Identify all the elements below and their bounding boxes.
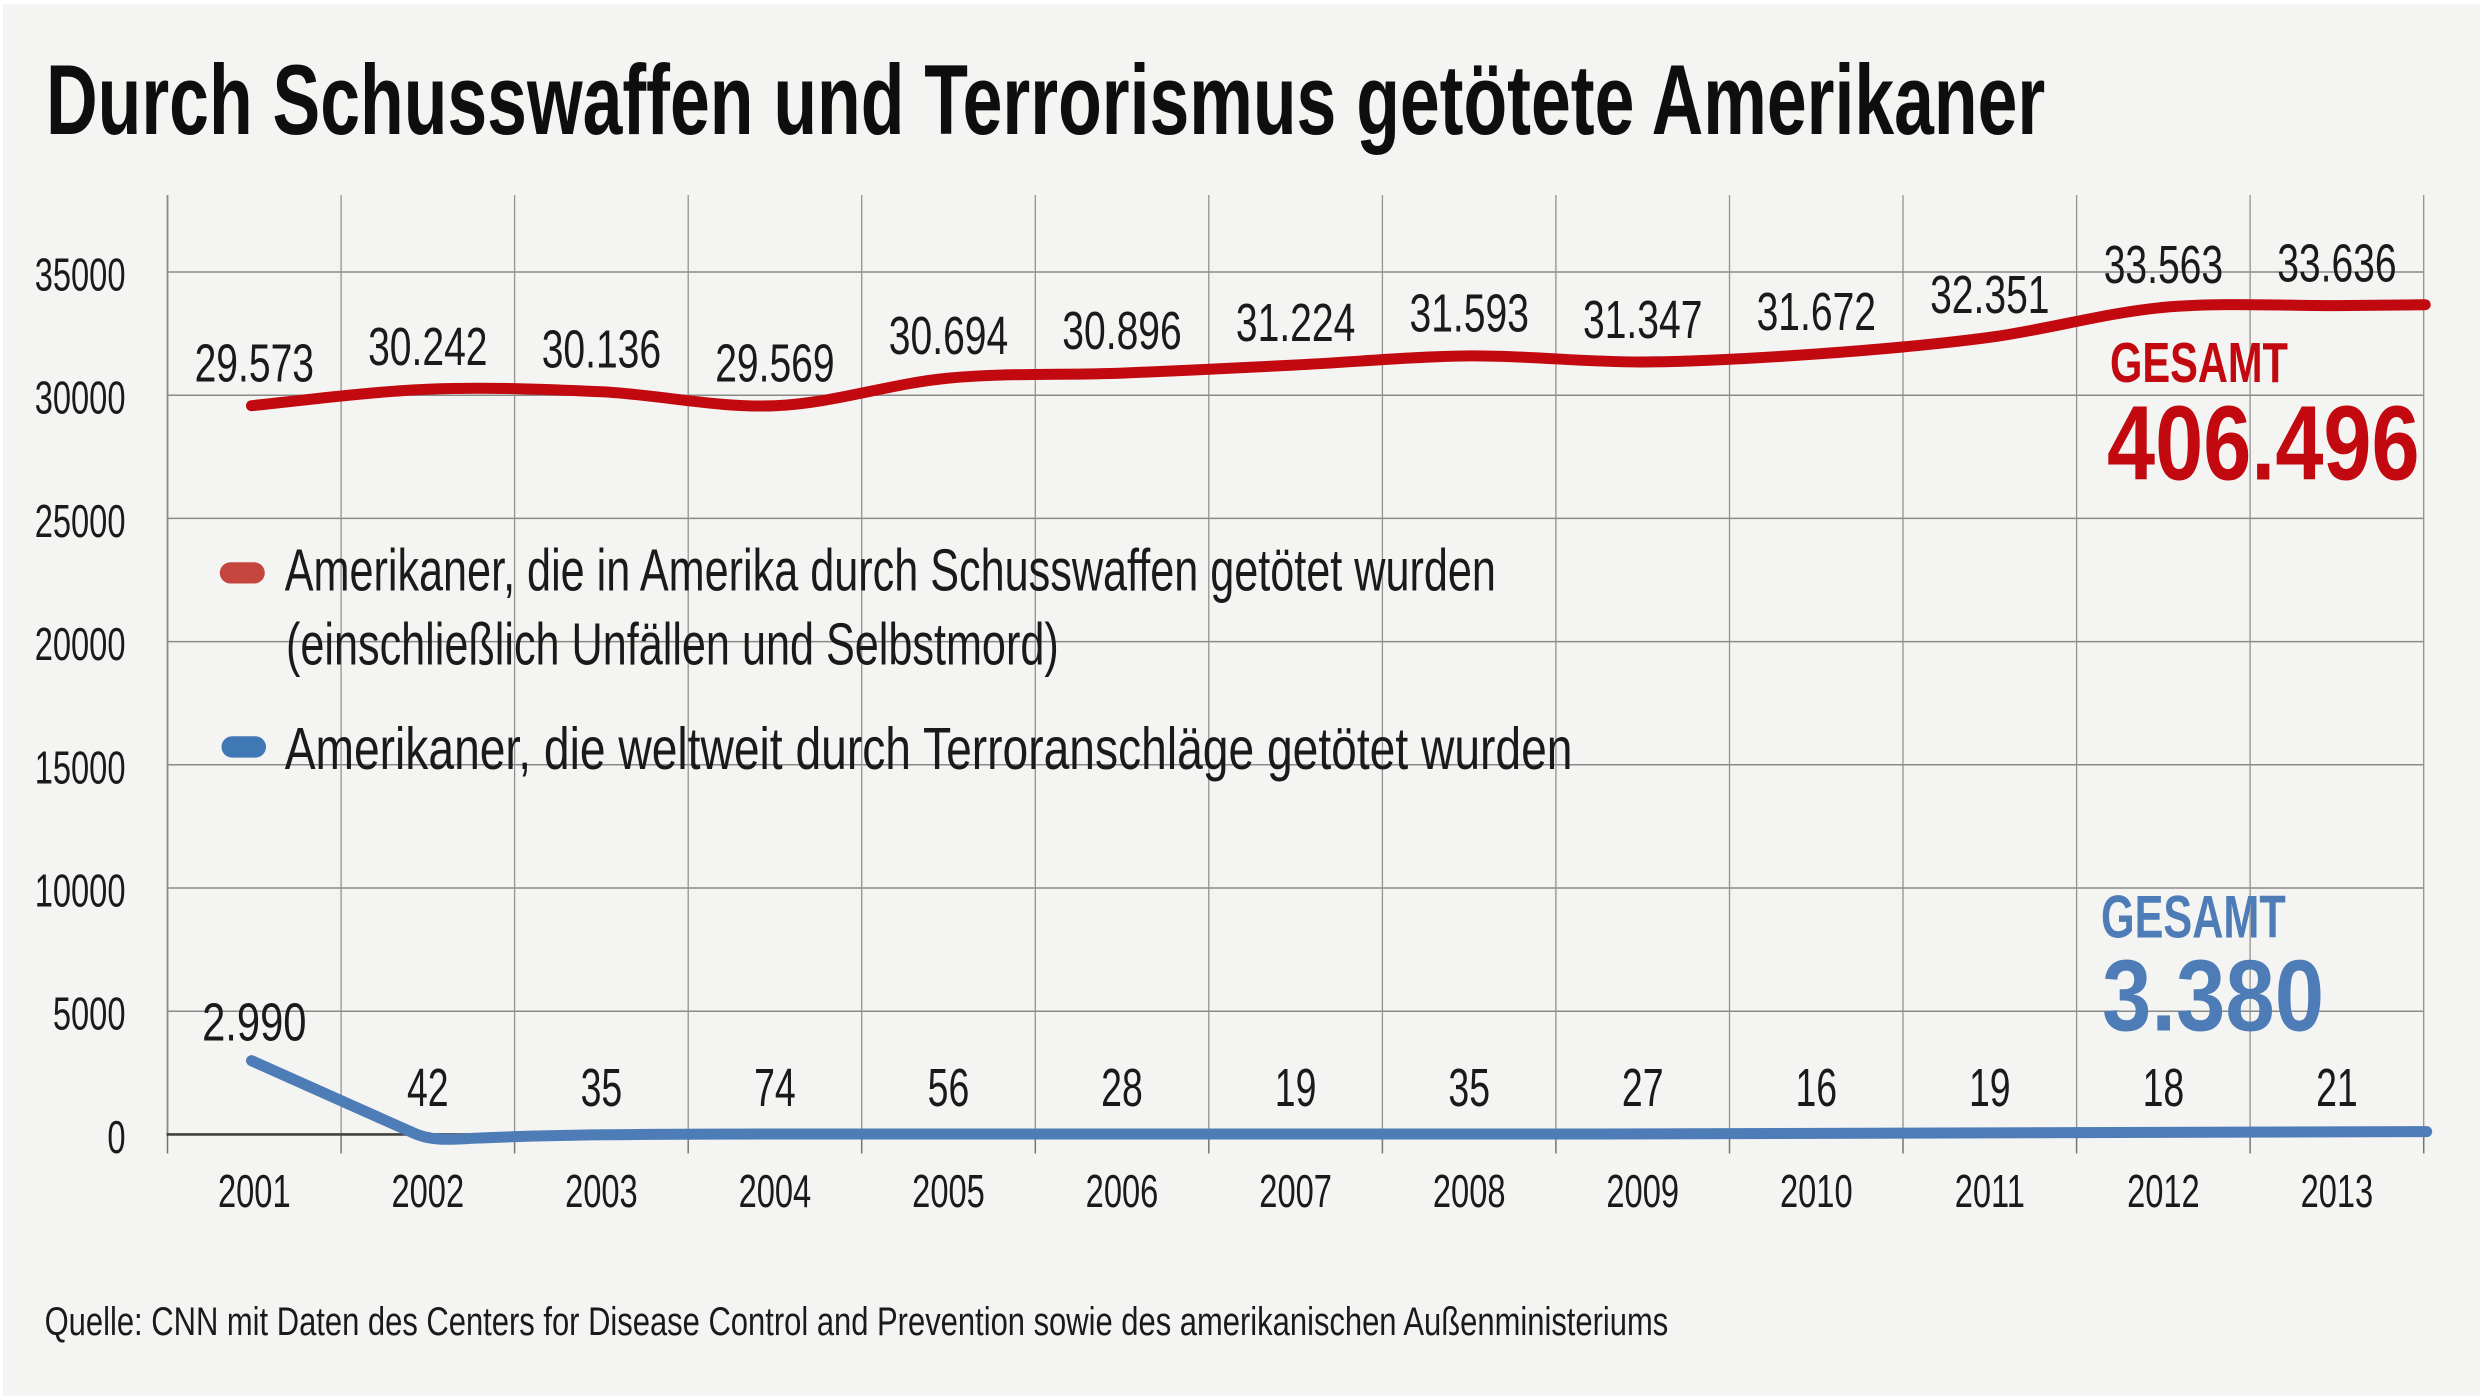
svg-text:27: 27 — [1622, 1057, 1664, 1117]
svg-text:35: 35 — [1448, 1057, 1490, 1117]
svg-text:25000: 25000 — [35, 497, 126, 548]
svg-text:19: 19 — [1275, 1057, 1317, 1117]
svg-text:2002: 2002 — [391, 1167, 464, 1218]
svg-text:29.569: 29.569 — [715, 334, 834, 393]
svg-text:2001: 2001 — [218, 1167, 291, 1218]
svg-text:2009: 2009 — [1606, 1167, 1679, 1218]
svg-text:31.672: 31.672 — [1757, 282, 1876, 341]
svg-text:2010: 2010 — [1780, 1167, 1853, 1218]
svg-text:15000: 15000 — [35, 743, 126, 794]
svg-text:2007: 2007 — [1259, 1167, 1332, 1218]
svg-text:21: 21 — [2316, 1057, 2358, 1117]
svg-text:30.242: 30.242 — [368, 317, 487, 376]
svg-text:(einschließlich Unfällen und S: (einschließlich Unfällen und Selbstmord) — [286, 611, 1059, 677]
svg-text:2003: 2003 — [565, 1167, 638, 1218]
svg-text:0: 0 — [107, 1113, 125, 1164]
svg-text:31.347: 31.347 — [1583, 290, 1702, 349]
svg-text:28: 28 — [1101, 1057, 1143, 1117]
svg-text:33.563: 33.563 — [2104, 235, 2223, 294]
svg-text:Quelle: CNN mit Daten des Cent: Quelle: CNN mit Daten des Centers for Di… — [45, 1299, 1669, 1344]
svg-text:3.380: 3.380 — [2102, 940, 2324, 1053]
svg-text:31.593: 31.593 — [1409, 284, 1528, 343]
svg-text:20000: 20000 — [35, 620, 126, 671]
svg-text:16: 16 — [1795, 1057, 1837, 1117]
svg-text:74: 74 — [754, 1057, 796, 1117]
svg-text:19: 19 — [1969, 1057, 2011, 1117]
svg-text:29.573: 29.573 — [195, 334, 314, 393]
svg-text:GESAMT: GESAMT — [2110, 331, 2288, 395]
svg-text:35000: 35000 — [35, 250, 126, 301]
svg-text:GESAMT: GESAMT — [2101, 885, 2286, 952]
svg-text:2005: 2005 — [912, 1167, 985, 1218]
svg-text:2011: 2011 — [1955, 1167, 2025, 1218]
svg-text:Amerikaner, die weltweit durch: Amerikaner, die weltweit durch Terrorans… — [285, 717, 1573, 783]
svg-text:33.636: 33.636 — [2277, 233, 2396, 292]
svg-text:5000: 5000 — [53, 989, 126, 1040]
svg-text:18: 18 — [2143, 1057, 2185, 1117]
svg-text:35: 35 — [581, 1057, 623, 1117]
svg-text:30000: 30000 — [35, 373, 126, 424]
svg-text:30.136: 30.136 — [542, 320, 661, 379]
svg-text:2012: 2012 — [2127, 1167, 2200, 1218]
svg-text:2.990: 2.990 — [202, 994, 306, 1053]
svg-text:30.694: 30.694 — [889, 306, 1008, 365]
svg-text:32.351: 32.351 — [1930, 265, 2049, 324]
svg-text:2008: 2008 — [1433, 1167, 1506, 1218]
svg-text:31.224: 31.224 — [1236, 293, 1355, 352]
svg-text:42: 42 — [407, 1057, 449, 1117]
svg-text:2013: 2013 — [2301, 1167, 2374, 1218]
svg-text:30.896: 30.896 — [1062, 301, 1181, 360]
svg-text:2004: 2004 — [739, 1167, 812, 1218]
svg-text:Amerikaner, die in Amerika dur: Amerikaner, die in Amerika durch Schussw… — [285, 537, 1496, 603]
svg-text:10000: 10000 — [35, 866, 126, 917]
svg-text:Durch Schusswaffen und Terrori: Durch Schusswaffen und Terrorismus getöt… — [46, 46, 2045, 156]
svg-text:406.496: 406.496 — [2107, 383, 2420, 502]
svg-text:2006: 2006 — [1086, 1167, 1159, 1218]
svg-text:56: 56 — [928, 1057, 970, 1117]
